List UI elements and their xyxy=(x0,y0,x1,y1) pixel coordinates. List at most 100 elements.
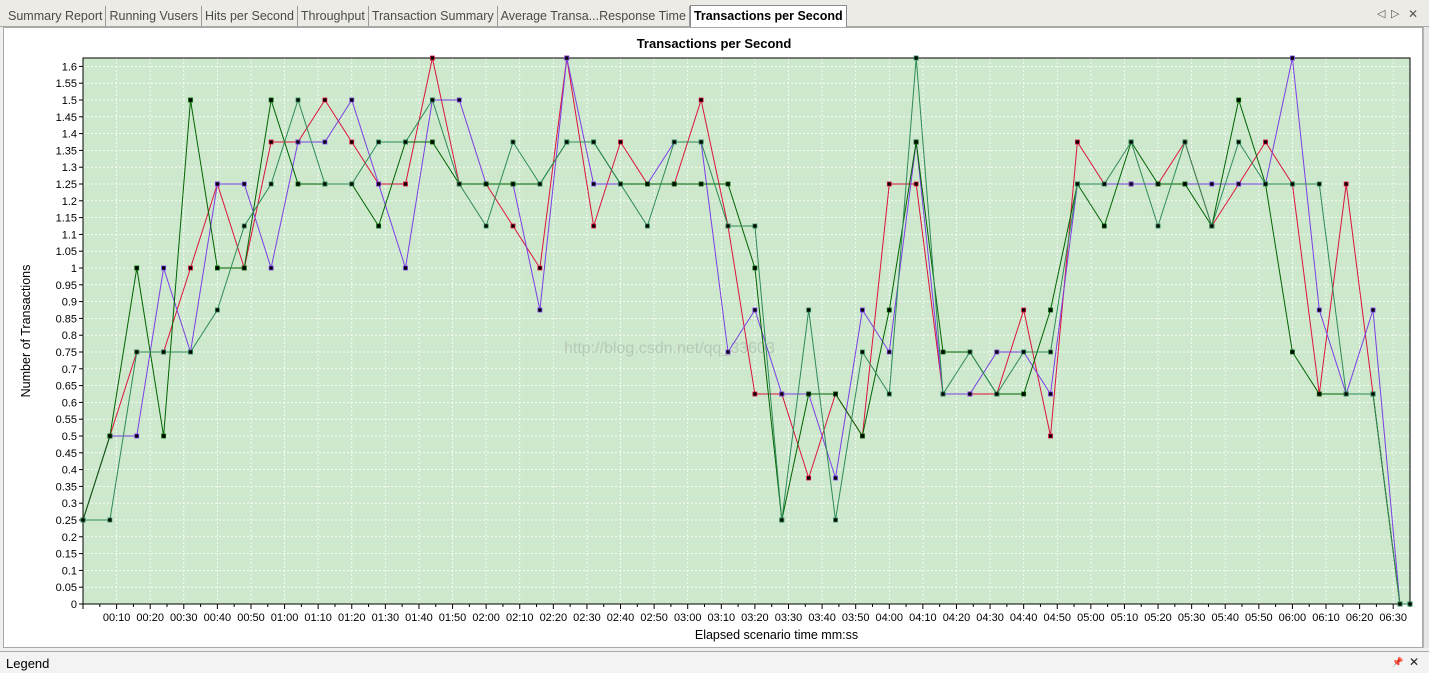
data-point xyxy=(241,223,247,229)
data-point xyxy=(1236,97,1242,103)
data-point xyxy=(886,181,892,187)
data-point xyxy=(860,349,865,355)
data-point xyxy=(349,139,355,145)
tab-bar: Summary Report Running Vusers Hits per Sec… xyxy=(0,0,1429,27)
y-tick-label: 0.9 xyxy=(62,297,77,309)
data-point xyxy=(1407,601,1413,607)
y-tick-label: 1.05 xyxy=(56,246,77,258)
data-point xyxy=(752,391,758,397)
data-point xyxy=(806,391,812,397)
y-tick-label: 0.65 xyxy=(56,381,77,393)
tab-summary-report[interactable]: Summary Report xyxy=(5,6,107,26)
y-tick-label: 0.75 xyxy=(56,347,77,359)
x-axis-title: Elapsed scenario time mm:ss xyxy=(695,628,858,642)
y-tick-label: 0.95 xyxy=(56,280,77,292)
x-tick-label: 03:10 xyxy=(708,612,736,624)
data-point xyxy=(833,517,838,523)
x-tick-label: 00:50 xyxy=(237,612,265,624)
data-point xyxy=(886,391,892,397)
tab-transactions-per-second[interactable]: Transactions per Second xyxy=(689,5,847,27)
x-tick-label: 05:30 xyxy=(1178,612,1206,624)
tab-scroll-left-icon[interactable]: ◁ xyxy=(1377,8,1386,20)
data-point xyxy=(214,265,220,271)
y-axis: 0 0.05 0.1 0.15 0.2 0.25 0.3 0.35 0.4 0.45 0.5 0.55… xyxy=(56,61,83,611)
data-point xyxy=(1316,391,1322,397)
tab-average-transa-response-time[interactable]: Average Transa...Response Time xyxy=(498,6,690,26)
data-point xyxy=(241,181,247,187)
data-point xyxy=(1290,349,1295,355)
data-point xyxy=(376,139,382,145)
data-point xyxy=(698,97,704,103)
data-point xyxy=(322,139,328,145)
data-point xyxy=(1128,181,1134,187)
data-point xyxy=(1343,391,1349,397)
y-tick-label: 1.2 xyxy=(62,196,77,208)
data-point xyxy=(1397,601,1403,607)
data-point xyxy=(376,181,382,187)
data-point xyxy=(214,307,220,313)
y-tick-label: 1.4 xyxy=(62,129,77,141)
x-tick-label: 01:30 xyxy=(372,612,400,624)
data-point xyxy=(403,139,408,145)
x-tick-label: 03:50 xyxy=(842,612,870,624)
data-point xyxy=(1021,307,1027,313)
x-tick-label: 01:20 xyxy=(338,612,366,624)
data-point xyxy=(107,517,113,523)
data-point xyxy=(671,139,677,145)
x-tick-label: 00:40 xyxy=(204,612,232,624)
data-point xyxy=(779,517,785,523)
data-point xyxy=(161,265,167,271)
tab-scroll-right-icon[interactable]: ▷ xyxy=(1391,8,1400,20)
y-tick-label: 0.85 xyxy=(56,313,77,325)
tab-transaction-summary[interactable]: Transaction Summary xyxy=(369,6,498,26)
tab-throughput[interactable]: Throughput xyxy=(298,6,369,26)
data-point xyxy=(322,97,328,103)
data-point xyxy=(483,181,489,187)
data-point xyxy=(403,181,408,187)
data-point xyxy=(618,181,623,187)
tab-strip: Summary Report Running Vusers Hits per Sec… xyxy=(5,5,847,27)
x-tick-label: 00:10 xyxy=(103,612,131,624)
x-tick-label: 04:50 xyxy=(1043,612,1071,624)
graph-panel: Transactions per Second http://blog.csdn… xyxy=(3,27,1423,648)
data-point xyxy=(1290,55,1295,61)
chart-svg: http://blog.csdn.net/qq_33603 0 0.05 0.1 0.1… xyxy=(19,55,1413,642)
series-4 xyxy=(80,55,1413,607)
data-point xyxy=(349,97,355,103)
series-3 xyxy=(80,97,1413,607)
pin-icon[interactable]: 📌 xyxy=(1392,657,1404,667)
data-point xyxy=(134,265,140,271)
data-point xyxy=(537,181,543,187)
y-tick-label: 0.4 xyxy=(62,465,77,477)
data-point xyxy=(268,181,274,187)
data-point xyxy=(591,139,597,145)
x-tick-label: 03:30 xyxy=(775,612,803,624)
x-tick-label: 04:30 xyxy=(976,612,1004,624)
data-point xyxy=(833,475,838,481)
legend-label[interactable]: Legend xyxy=(6,656,50,671)
data-point xyxy=(1075,139,1080,145)
data-point xyxy=(349,181,355,187)
data-point xyxy=(456,181,462,187)
tab-hits-per-second[interactable]: Hits per Second xyxy=(202,6,298,26)
data-point xyxy=(1155,223,1161,229)
y-tick-label: 1 xyxy=(71,263,77,275)
data-point xyxy=(752,265,758,271)
data-point xyxy=(268,265,274,271)
data-point xyxy=(994,391,1000,397)
data-point xyxy=(188,97,193,103)
close-tab-icon[interactable]: ✕ xyxy=(1408,7,1419,21)
close-icon[interactable]: ✕ xyxy=(1409,655,1420,669)
y-tick-label: 0.1 xyxy=(62,565,77,577)
y-tick-label: 0.05 xyxy=(56,582,77,594)
y-tick-label: 1.35 xyxy=(56,145,77,157)
tab-running-vusers[interactable]: Running Vusers xyxy=(106,6,202,26)
data-point xyxy=(833,391,838,397)
data-point xyxy=(1209,223,1215,229)
x-tick-label: 02:00 xyxy=(472,612,500,624)
data-point xyxy=(1101,181,1107,187)
x-tick-label: 02:40 xyxy=(607,612,635,624)
y-tick-label: 0.5 xyxy=(62,431,77,443)
chart-title: Transactions per Second xyxy=(636,36,792,51)
data-point xyxy=(1236,139,1242,145)
